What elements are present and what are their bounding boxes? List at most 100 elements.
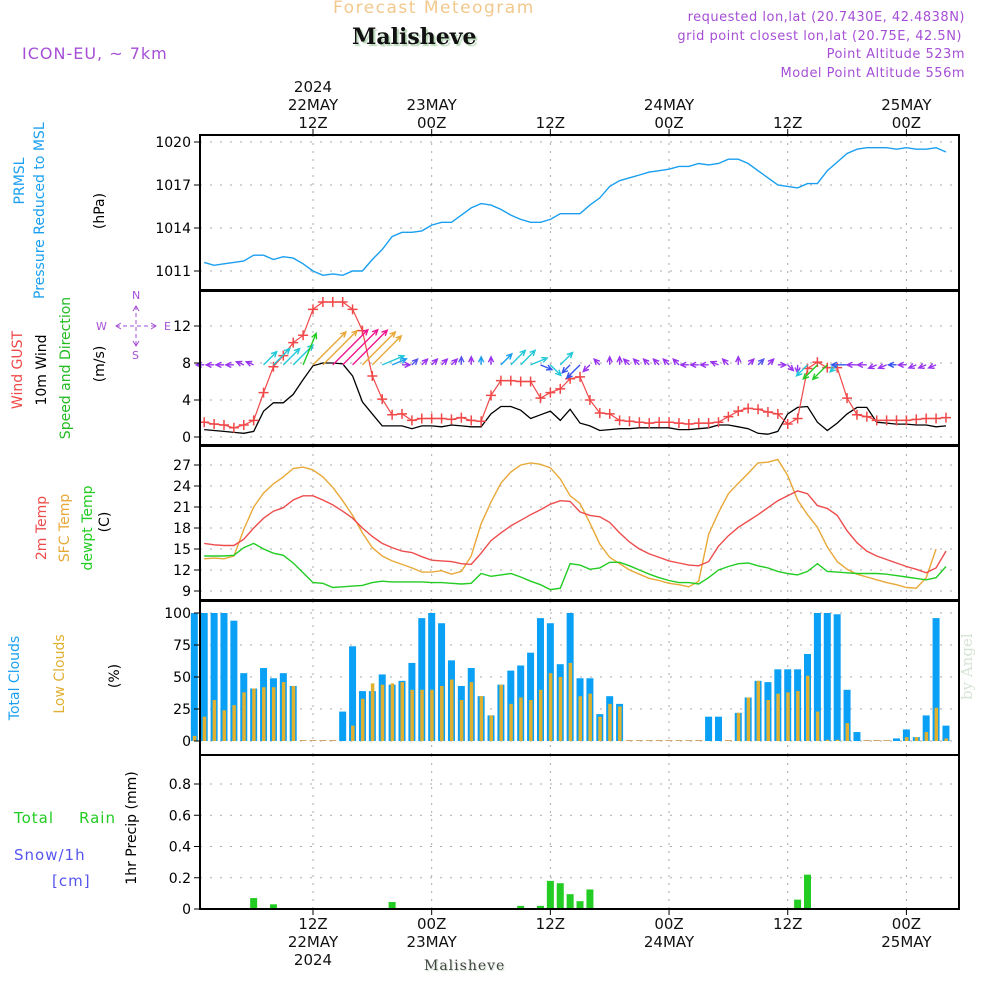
low-clouds-bar — [271, 687, 276, 741]
wind-arrow — [698, 361, 709, 369]
rain-bar — [556, 883, 564, 909]
low-clouds-bar — [281, 682, 286, 741]
wind-arrow — [352, 329, 389, 366]
wind-arrow — [802, 364, 818, 381]
model-label: ICON-EU, ~ 7km — [22, 44, 168, 63]
gust-marker — [218, 419, 229, 430]
gust-marker — [268, 361, 279, 372]
wind-arrow — [886, 361, 897, 369]
y-tick-label: 0 — [182, 734, 191, 750]
y-tick-label: 0.4 — [169, 840, 191, 856]
snow-unit-label: [cm] — [52, 872, 91, 890]
time-label-top: 25MAY — [881, 96, 932, 114]
gust-marker — [842, 393, 853, 404]
total-clouds-bar — [902, 729, 910, 741]
gust-marker — [851, 409, 862, 420]
rain-bar — [269, 904, 277, 909]
gust-marker — [723, 411, 734, 422]
time-label-bottom: 12Z — [773, 915, 802, 933]
wind-arrow — [679, 361, 689, 369]
y-tick-label: 1014 — [155, 221, 191, 237]
gust-marker — [317, 296, 328, 307]
gust-marker — [594, 407, 605, 418]
total-clouds-bar — [675, 740, 683, 741]
low-clouds-bar — [519, 697, 523, 741]
gust-marker — [673, 418, 684, 429]
wind-arrow — [735, 355, 742, 365]
total-clouds-bar — [705, 716, 713, 741]
low-clouds-bar — [370, 683, 375, 741]
wind-arrow — [263, 350, 278, 366]
low-clouds-bar — [578, 696, 583, 741]
gust-marker — [367, 370, 378, 381]
wind-arrow — [811, 364, 828, 381]
low-clouds-bar — [440, 685, 444, 741]
wind-arrow — [500, 352, 514, 366]
gust-marker — [298, 330, 309, 341]
gust-marker — [683, 419, 694, 430]
gust-marker — [337, 296, 348, 307]
y-tick-label: 0.6 — [169, 808, 191, 824]
wind-arrow — [458, 355, 465, 365]
low-clouds-bar — [479, 696, 484, 741]
y-tick-label: 0.2 — [169, 871, 191, 887]
y-tick-label: 25 — [173, 702, 191, 718]
total-clouds-bar — [329, 740, 337, 741]
gust-marker — [861, 411, 872, 422]
gust-marker — [426, 413, 437, 424]
low-clouds-bar — [509, 703, 513, 741]
wind-arrow — [606, 355, 613, 365]
low-clouds-bar — [252, 688, 256, 741]
total-clouds-bar — [942, 725, 950, 741]
wind-arrow — [204, 361, 215, 369]
low-clouds-bar — [934, 707, 939, 741]
low-clouds-bar — [390, 683, 395, 741]
total-clouds-bar — [625, 740, 633, 741]
y-tick-label: 18 — [173, 521, 191, 537]
dewpt-temp-line — [204, 542, 947, 591]
wind-arrow — [302, 331, 318, 366]
wind-arrow — [561, 364, 571, 374]
gust-marker — [891, 415, 902, 426]
gust-marker — [644, 418, 655, 429]
low-clouds-bar — [469, 682, 474, 741]
gust-marker — [347, 304, 358, 315]
gust-marker — [495, 375, 506, 386]
wind-arrow — [342, 328, 379, 366]
sfc-temp-line — [204, 458, 937, 589]
rain-bar — [794, 899, 802, 909]
low-clouds-bar — [806, 675, 810, 741]
total-clouds-bar — [655, 740, 663, 741]
low-clouds-bar — [420, 689, 424, 741]
gust-marker — [555, 383, 566, 394]
time-label-bottom: 24MAY — [644, 933, 695, 951]
gust-marker — [416, 413, 427, 424]
wind-arrow — [917, 362, 927, 369]
gust-marker — [713, 417, 724, 428]
wind-arrow — [721, 358, 729, 366]
wind-arrow — [559, 351, 574, 366]
total-clouds-bar — [685, 740, 693, 741]
total-clouds-bar — [853, 732, 861, 741]
low-clouds-bar — [766, 700, 770, 741]
station-name: Malisheve — [352, 24, 477, 50]
total-clouds-bar — [922, 715, 930, 741]
y-tick-label: 0.8 — [169, 777, 191, 793]
wind-arrow — [747, 358, 755, 366]
low-clouds-bar — [786, 692, 790, 741]
point-altitude: Point Altitude 523m — [826, 47, 965, 62]
y-tick-label: 4 — [182, 393, 191, 409]
total-clouds-bar — [714, 716, 722, 741]
low-clouds-bar — [558, 677, 563, 741]
total-clouds-bar — [339, 711, 347, 741]
wind-arrow — [391, 357, 408, 366]
gust-marker — [505, 375, 516, 386]
gust-marker — [209, 419, 220, 430]
y-tick-label: 12 — [173, 319, 191, 335]
low-clouds-bar — [598, 716, 602, 741]
low-clouds-bar — [568, 662, 573, 741]
total-clouds-bar — [527, 652, 535, 741]
wind-arrow — [907, 362, 917, 369]
low-clouds-bar — [202, 716, 207, 741]
